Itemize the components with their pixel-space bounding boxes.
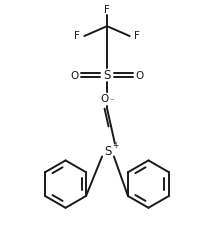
Text: O: O xyxy=(100,94,108,104)
Text: +: + xyxy=(112,141,118,150)
Text: ⁻: ⁻ xyxy=(110,98,114,107)
Text: S: S xyxy=(103,69,111,82)
Text: O: O xyxy=(70,70,79,81)
Text: F: F xyxy=(104,5,110,15)
Text: S: S xyxy=(104,145,112,158)
Text: F: F xyxy=(74,31,80,41)
Text: O: O xyxy=(135,70,144,81)
Text: F: F xyxy=(134,31,140,41)
